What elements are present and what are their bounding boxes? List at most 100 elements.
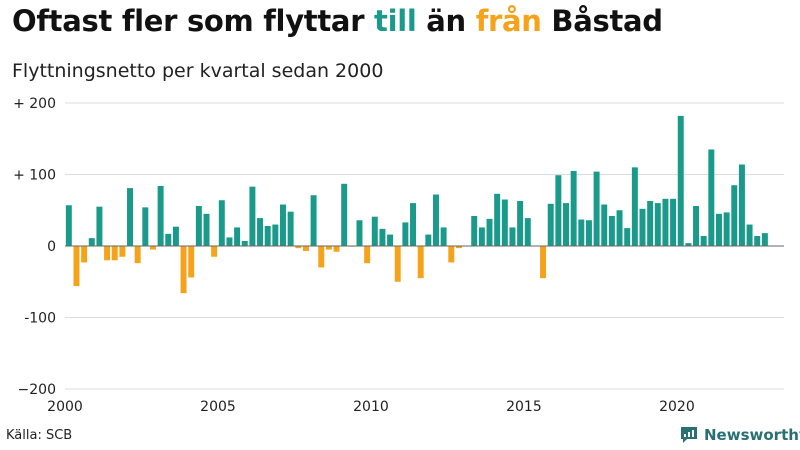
bar — [127, 188, 133, 246]
bar — [272, 224, 279, 246]
bar — [738, 164, 745, 246]
bar — [111, 246, 118, 261]
bar — [570, 170, 577, 246]
bar — [119, 246, 126, 257]
brand-name: Newsworthy — [704, 426, 800, 444]
bar — [670, 198, 677, 246]
bar — [88, 238, 95, 246]
bar — [165, 233, 172, 246]
title-part-3: Båstad — [541, 4, 663, 38]
bar — [524, 218, 531, 246]
bar — [731, 185, 738, 246]
y-tick-label: -100 — [24, 311, 56, 327]
bar — [647, 200, 654, 246]
y-tick-label: −200 — [18, 382, 56, 398]
bar — [410, 203, 417, 246]
bar — [188, 246, 195, 278]
bar — [716, 213, 722, 246]
title-part-2: än — [416, 4, 476, 38]
bar — [555, 175, 562, 246]
bar — [402, 222, 409, 246]
bar — [142, 207, 149, 246]
bar — [693, 205, 700, 246]
bar — [325, 246, 332, 250]
newsworthy-logo-icon — [681, 427, 697, 443]
bar — [601, 204, 608, 246]
source-note: Källa: SCB — [6, 428, 73, 443]
bar — [295, 246, 302, 249]
x-tick-label: 2000 — [47, 399, 83, 415]
bar — [685, 243, 692, 246]
bar — [455, 246, 462, 249]
bar — [478, 227, 485, 246]
bar — [708, 149, 715, 246]
bar — [662, 198, 669, 246]
bar — [578, 219, 585, 246]
bar — [280, 204, 286, 246]
bar — [234, 227, 241, 246]
bar — [341, 183, 348, 246]
y-tick-label: 0 — [47, 239, 56, 255]
bar — [425, 234, 432, 246]
bar — [501, 199, 508, 246]
bar — [157, 185, 164, 246]
bar — [517, 200, 524, 246]
bar — [639, 208, 646, 246]
bar — [585, 220, 592, 246]
bar — [654, 203, 661, 246]
bar — [509, 227, 516, 246]
bar — [65, 205, 72, 246]
bar — [264, 225, 271, 246]
bar — [104, 246, 111, 261]
bar — [394, 246, 401, 282]
bar — [364, 246, 371, 264]
bar — [149, 246, 156, 250]
bar — [677, 115, 684, 247]
bar — [226, 237, 233, 246]
bar — [448, 246, 455, 263]
bar — [96, 206, 103, 246]
bar — [241, 240, 248, 246]
bar — [563, 203, 569, 246]
bar — [180, 246, 187, 294]
bar — [616, 210, 623, 246]
bar — [287, 211, 294, 246]
bar — [624, 228, 631, 246]
bar — [471, 215, 478, 246]
bar — [371, 216, 378, 246]
bar — [494, 193, 501, 246]
bar — [73, 246, 80, 287]
bar — [547, 203, 554, 246]
chart-subtitle: Flyttningsnetto per kvartal sedan 2000 — [12, 60, 384, 82]
bar — [754, 235, 761, 246]
bar — [195, 205, 202, 246]
bar — [723, 212, 730, 246]
bar — [211, 246, 218, 257]
bar — [172, 226, 179, 246]
title-highlight-till: till — [374, 4, 417, 38]
bar — [593, 171, 600, 246]
bar — [81, 246, 88, 263]
bar — [440, 227, 447, 246]
bar — [302, 246, 309, 252]
bar — [631, 167, 638, 246]
y-tick-label: + 200 — [13, 96, 56, 112]
bar — [608, 215, 615, 246]
x-tick-label: 2020 — [659, 399, 695, 415]
bar — [318, 246, 325, 268]
x-tick-label: 2015 — [506, 399, 542, 415]
bar — [761, 233, 768, 246]
bar — [310, 195, 317, 246]
bar — [379, 228, 386, 246]
bar — [257, 218, 264, 246]
x-tick-label: 2005 — [200, 399, 236, 415]
bar — [432, 194, 439, 246]
title-part-1: Oftast fler som flyttar — [12, 4, 374, 38]
brand-logo: Newsworthy — [679, 426, 800, 444]
bar — [356, 220, 363, 246]
bar — [486, 218, 493, 246]
bar — [218, 200, 225, 246]
bar — [249, 186, 256, 246]
bar — [387, 234, 394, 246]
